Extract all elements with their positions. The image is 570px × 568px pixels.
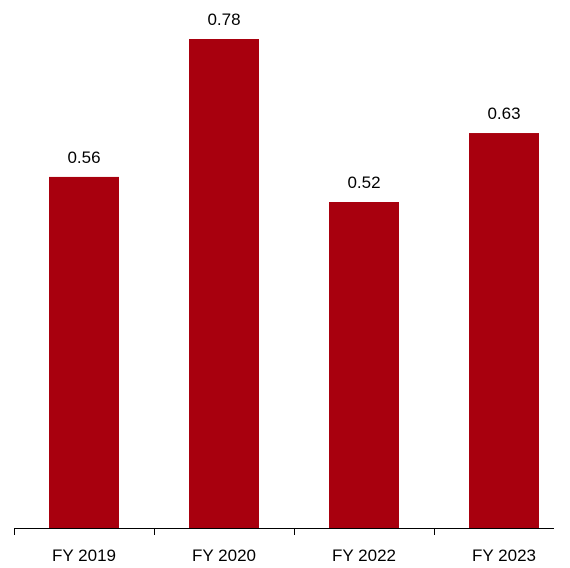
x-axis [14,528,554,535]
data-label-fy-2023: 0.63 [487,104,520,123]
bar-fy-2020 [189,39,259,528]
data-label-fy-2019: 0.56 [67,148,100,167]
bar-fy-2023 [469,133,539,529]
x-tick-label-fy-2023: FY 2023 [472,546,536,565]
value-labels-group: 0.56 0.78 0.52 0.63 [67,10,520,192]
bar-fy-2019 [49,176,119,528]
x-tick-label-fy-2022: FY 2022 [332,546,396,565]
x-tick-label-fy-2020: FY 2020 [192,546,256,565]
x-tick-labels-group: FY 2019 FY 2020 FY 2022 FY 2023 [52,546,536,565]
x-tick-label-fy-2019: FY 2019 [52,546,116,565]
bars-group [49,39,539,529]
data-label-fy-2020: 0.78 [207,10,240,29]
data-label-fy-2022: 0.52 [347,173,380,192]
bar-fy-2022 [329,202,399,528]
